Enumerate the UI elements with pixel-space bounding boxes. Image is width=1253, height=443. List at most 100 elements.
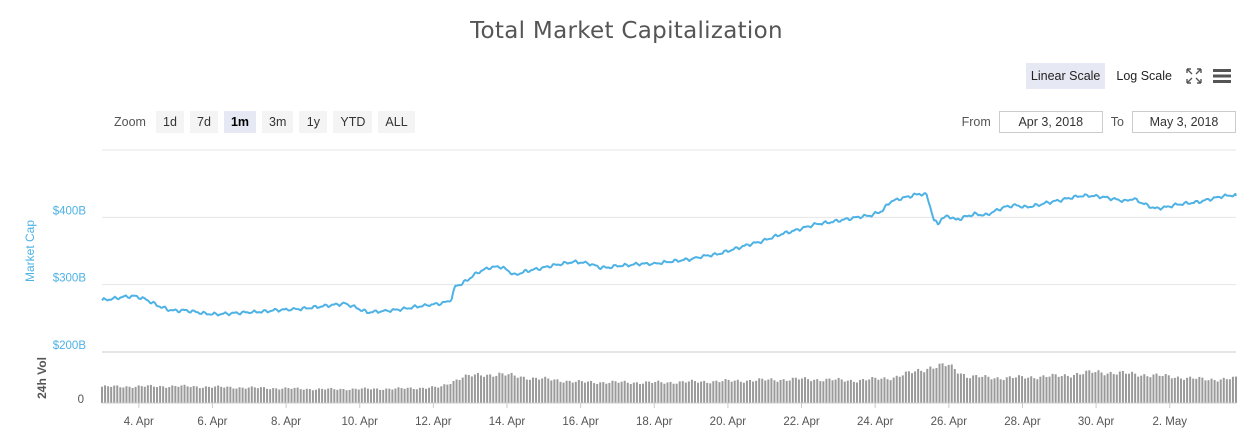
- volume-bar: [865, 380, 868, 403]
- volume-bar: [1225, 379, 1228, 403]
- volume-bar: [733, 380, 736, 403]
- volume-bar: [226, 386, 229, 403]
- volume-bar: [397, 387, 400, 403]
- date-range-selector: From Apr 3, 2018 To May 3, 2018: [962, 111, 1236, 133]
- volume-bar: [761, 378, 764, 403]
- volume-bar: [455, 379, 458, 403]
- y-tick-label: $400B: [53, 205, 87, 217]
- volume-bar: [1112, 374, 1115, 403]
- volume-bar: [895, 375, 898, 403]
- volume-bar: [101, 386, 103, 403]
- volume-bar: [314, 389, 317, 403]
- zoom-button-1y[interactable]: 1y: [299, 111, 328, 133]
- volume-bar: [1192, 378, 1195, 403]
- zoom-button-1m[interactable]: 1m: [223, 111, 257, 133]
- volume-bar: [684, 382, 687, 403]
- zoom-button-all[interactable]: ALL: [378, 111, 415, 133]
- volume-bar: [128, 386, 131, 403]
- volume-bar: [917, 368, 920, 403]
- volume-bar: [1063, 374, 1066, 403]
- from-date-input[interactable]: Apr 3, 2018: [998, 111, 1103, 133]
- linear-scale-button[interactable]: Linear Scale: [1025, 63, 1106, 89]
- volume-bar: [874, 377, 877, 403]
- volume-bar: [1073, 374, 1075, 403]
- volume-bar: [1170, 378, 1173, 403]
- x-tick-label: 6. Apr: [197, 416, 227, 428]
- volume-bar: [580, 381, 583, 403]
- fullscreen-icon[interactable]: [1183, 65, 1205, 87]
- volume-bar: [831, 380, 834, 403]
- volume-bar: [305, 388, 308, 403]
- volume-bar: [721, 381, 724, 403]
- volume-bar: [632, 382, 635, 403]
- volume-bar: [770, 378, 773, 403]
- volume-bar: [700, 381, 703, 403]
- volume-bar: [975, 375, 978, 403]
- volume-bar: [168, 387, 171, 403]
- volume-bar: [342, 388, 345, 403]
- volume-bar: [1204, 380, 1207, 403]
- volume-bar: [642, 383, 645, 403]
- volume-bar: [207, 386, 210, 403]
- volume-bar: [752, 381, 755, 403]
- volume-bar: [843, 381, 846, 403]
- volume-bar: [403, 388, 406, 403]
- volume-bar: [1167, 375, 1170, 403]
- volume-bar: [880, 378, 883, 403]
- volume-bar: [663, 383, 666, 403]
- volume-bar: [583, 382, 586, 403]
- volume-bar: [174, 386, 177, 403]
- volume-bar: [562, 382, 565, 403]
- volume-bar: [220, 386, 223, 403]
- x-tick-label: 18. Apr: [636, 416, 673, 428]
- x-tick-label: 10. Apr: [342, 416, 379, 428]
- volume-bar: [137, 385, 140, 403]
- menu-icon[interactable]: [1211, 65, 1233, 87]
- volume-bar: [351, 388, 354, 403]
- volume-bar: [690, 379, 693, 403]
- zoom-button-7d[interactable]: 7d: [189, 111, 218, 133]
- volume-bar: [553, 379, 556, 403]
- zoom-button-3m[interactable]: 3m: [262, 111, 294, 133]
- volume-bar: [504, 375, 507, 403]
- volume-bar: [782, 379, 785, 403]
- to-date-input[interactable]: May 3, 2018: [1132, 111, 1236, 133]
- x-tick-label: 30. Apr: [1078, 416, 1115, 428]
- volume-bar: [318, 388, 321, 403]
- volume-bar: [1124, 373, 1127, 403]
- volume-bar: [201, 387, 204, 403]
- volume-bar: [730, 381, 733, 403]
- zoom-button-ytd[interactable]: YTD: [333, 111, 373, 133]
- volume-bar: [266, 388, 269, 403]
- volume-bar: [495, 375, 498, 403]
- volume-bar: [797, 379, 800, 403]
- volume-bar: [904, 371, 907, 403]
- volume-bar: [1085, 370, 1088, 403]
- volume-bar: [1201, 377, 1204, 403]
- volume-bar: [357, 389, 360, 403]
- volume-bar: [779, 379, 782, 403]
- volume-bar: [617, 382, 620, 403]
- volume-bar: [452, 380, 455, 403]
- volume-bar: [1011, 378, 1014, 403]
- volume-bar: [602, 382, 605, 403]
- volume-bar: [693, 381, 696, 403]
- volume-bar: [929, 366, 932, 403]
- x-tick-label: 20. Apr: [710, 416, 747, 428]
- volume-bar: [440, 386, 443, 403]
- volume-bar: [324, 389, 327, 403]
- volume-bar: [877, 379, 880, 403]
- volume-bar: [981, 376, 984, 403]
- volume-bar: [568, 380, 571, 403]
- volume-bar: [492, 376, 495, 403]
- volume-bar: [302, 389, 305, 403]
- zoom-button-1d[interactable]: 1d: [155, 111, 184, 133]
- volume-bar: [308, 389, 311, 403]
- volume-bar: [590, 380, 593, 403]
- volume-bar: [932, 368, 935, 403]
- volume-bar: [232, 388, 235, 403]
- log-scale-button[interactable]: Log Scale: [1116, 69, 1172, 83]
- volume-bar: [898, 376, 901, 403]
- volume-bar: [476, 373, 479, 403]
